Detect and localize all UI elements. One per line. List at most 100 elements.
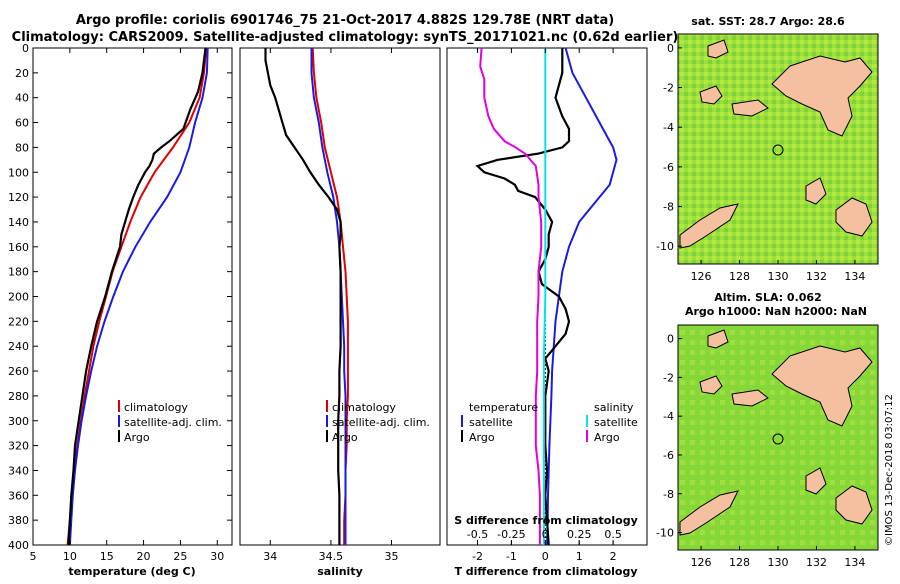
depth-tick-label: 280 bbox=[8, 390, 29, 403]
map-y-tick-label: 0 bbox=[667, 42, 674, 55]
x-tick-label: 0 bbox=[542, 550, 549, 563]
sla-map: Altim. SLA: 0.062 Argo h1000: NaN h2000:… bbox=[656, 291, 879, 569]
difference-t-xlabel: T difference from climatology bbox=[454, 565, 637, 578]
land-new-guinea bbox=[771, 345, 873, 427]
depth-tick-label: 20 bbox=[15, 67, 29, 80]
depth-tick-label: 260 bbox=[8, 365, 29, 378]
temperature-xlabel: temperature (deg C) bbox=[68, 565, 195, 578]
argo-location-marker bbox=[772, 433, 784, 445]
argo-location-marker bbox=[772, 144, 784, 156]
depth-tick-label: 0 bbox=[22, 42, 29, 55]
map-x-tick-label: 134 bbox=[844, 556, 865, 569]
temperature-axes bbox=[32, 47, 233, 546]
series-t-satellite bbox=[546, 47, 618, 546]
s-tick-label: -0.5 bbox=[467, 528, 488, 541]
x-tick-label: 10 bbox=[63, 550, 77, 563]
x-tick-label: 34 bbox=[263, 550, 277, 563]
map-x-tick-label: 128 bbox=[729, 556, 750, 569]
depth-tick-label: 140 bbox=[8, 216, 29, 229]
sst-map-title: sat. SST: 28.7 Argo: 28.6 bbox=[691, 15, 845, 28]
temperature-lines bbox=[66, 47, 209, 546]
map-x-tick-label: 126 bbox=[691, 270, 712, 283]
x-tick-label: 34.5 bbox=[319, 550, 344, 563]
depth-tick-label: 180 bbox=[8, 266, 29, 279]
title-line-1: Argo profile: coriolis 6901746_75 21-Oct… bbox=[76, 13, 614, 28]
depth-tick-label: 80 bbox=[15, 141, 29, 154]
map-y-tick-label: -4 bbox=[663, 410, 674, 423]
map-x-tick-label: 128 bbox=[729, 270, 750, 283]
sla-map-title-2: Argo h1000: NaN h2000: NaN bbox=[685, 305, 867, 318]
x-tick-label: 5 bbox=[30, 550, 37, 563]
depth-tick-label: 300 bbox=[8, 415, 29, 428]
map-y-tick-label: -2 bbox=[663, 371, 674, 384]
depth-tick-label: 380 bbox=[8, 514, 29, 527]
salinity-legend: climatology satellite-adj. clim. Argo bbox=[326, 400, 430, 444]
temperature-legend: climatology satellite-adj. clim. Argo bbox=[118, 400, 222, 444]
depth-tick-label: 100 bbox=[8, 166, 29, 179]
s-tick-label: 0 bbox=[542, 528, 549, 541]
sst-map-land bbox=[679, 39, 873, 249]
depth-tick-label: 200 bbox=[8, 291, 29, 304]
land-island bbox=[707, 39, 729, 59]
legend-s-argo: Argo bbox=[594, 431, 620, 444]
imos-timestamp: ©IMOS 13-Dec-2018 03:07:12 bbox=[884, 394, 895, 546]
x-tick-label: 30 bbox=[210, 550, 224, 563]
map-x-tick-label: 130 bbox=[768, 270, 789, 283]
map-y-tick-label: -8 bbox=[663, 201, 674, 214]
salinity-lines bbox=[264, 47, 349, 545]
s-tick-label: 0.5 bbox=[604, 528, 622, 541]
x-tick-label: 2 bbox=[610, 550, 617, 563]
legend-t-argo: Argo bbox=[469, 431, 495, 444]
map-x-tick-label: 132 bbox=[806, 270, 827, 283]
land-island bbox=[699, 375, 723, 395]
legend-climatology: climatology bbox=[124, 401, 188, 414]
series-s-argo bbox=[479, 47, 543, 545]
depth-tick-label: 220 bbox=[8, 315, 29, 328]
difference-legend-salinity: salinity satellite Argo bbox=[586, 401, 638, 444]
series-t-argo bbox=[475, 48, 571, 546]
legend-salinity-heading: salinity bbox=[594, 401, 634, 414]
map-y-tick-label: -4 bbox=[663, 121, 674, 134]
depth-tick-label: 400 bbox=[8, 539, 29, 552]
x-tick-label: 15 bbox=[100, 550, 114, 563]
map-y-tick-label: -2 bbox=[663, 82, 674, 95]
series-satellite-adj-clim- bbox=[310, 48, 347, 545]
map-y-tick-label: -6 bbox=[663, 449, 674, 462]
series-argo bbox=[264, 48, 342, 545]
title-line-2: Climatology: CARS2009. Satellite-adjuste… bbox=[12, 30, 679, 45]
x-tick-label: -2 bbox=[472, 550, 483, 563]
x-tick-label: 35 bbox=[385, 550, 399, 563]
depth-tick-label: 40 bbox=[15, 92, 29, 105]
sla-map-land bbox=[679, 329, 873, 536]
s-tick-label: 0.25 bbox=[567, 528, 592, 541]
series-satellite-adj-clim- bbox=[68, 47, 209, 546]
map-x-tick-label: 134 bbox=[844, 270, 865, 283]
legend-argo: Argo bbox=[124, 431, 150, 444]
land-island bbox=[731, 99, 769, 117]
land-island bbox=[731, 389, 769, 407]
depth-tick-label: 320 bbox=[8, 440, 29, 453]
land-aru bbox=[835, 197, 873, 237]
sst-map-x-ticks: 126 128 130 132 134 bbox=[691, 260, 865, 283]
salinity-xlabel: salinity bbox=[317, 565, 363, 578]
x-tick-label: -1 bbox=[506, 550, 517, 563]
difference-legend-temperature: temperature satellite Argo bbox=[461, 401, 538, 444]
land-timor bbox=[679, 490, 739, 536]
sst-map-y-ticks: 0 -2 -4 -6 -8 -10 bbox=[656, 42, 682, 253]
land-island bbox=[707, 329, 729, 349]
map-y-tick-label: -6 bbox=[663, 161, 674, 174]
legend-argo: Argo bbox=[332, 431, 358, 444]
land-island bbox=[699, 85, 723, 105]
map-x-tick-label: 130 bbox=[768, 556, 789, 569]
land-island bbox=[805, 467, 827, 495]
legend-satellite: satellite-adj. clim. bbox=[124, 416, 222, 429]
depth-tick-label: 120 bbox=[8, 191, 29, 204]
difference-s-ticks: -0.5 -0.25 0 0.25 0.5 bbox=[467, 528, 622, 545]
map-y-tick-label: -10 bbox=[656, 527, 674, 540]
legend-s-satellite: satellite bbox=[594, 416, 638, 429]
series-s-satellite bbox=[542, 48, 547, 545]
sla-map-title-1: Altim. SLA: 0.062 bbox=[714, 291, 821, 304]
sst-map: sat. SST: 28.7 Argo: 28.6 126 128 130 132 13… bbox=[656, 15, 879, 283]
sla-map-x-ticks: 126 128 130 132 134 bbox=[691, 546, 865, 569]
